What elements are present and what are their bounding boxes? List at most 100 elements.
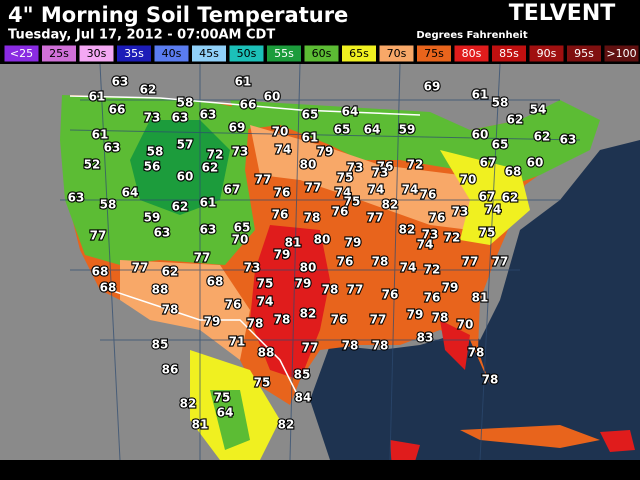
station-temperature: 78 [482,373,499,387]
map [0,63,640,478]
station-temperature: 79 [204,315,221,329]
station-temperature: 78 [304,211,321,225]
station-temperature: 84 [295,391,312,405]
station-temperature: 74 [275,143,292,157]
station-temperature: 68 [505,165,522,179]
station-temperature: 71 [229,335,246,349]
station-temperature: 58 [492,96,509,110]
station-temperature: 59 [399,123,416,137]
legend-swatch [3,44,40,63]
station-temperature: 61 [472,88,489,102]
station-temperature: 74 [417,238,434,252]
station-temperature: 76 [382,288,399,302]
station-temperature: 68 [100,281,117,295]
station-temperature: 62 [162,265,179,279]
zone-80s-southeast [440,320,470,370]
legend-swatch [116,44,152,63]
station-temperature: 81 [285,236,302,250]
station-temperature: 81 [472,291,489,305]
station-temperature: 72 [207,148,224,162]
station-temperature: 77 [255,173,272,187]
legend-label: 75s [424,47,444,60]
station-temperature: 61 [302,131,319,145]
station-temperature: 85 [152,338,169,352]
station-temperature: 66 [240,98,257,112]
station-temperature: 79 [295,277,312,291]
legend: <25 25s 30s 35s 40s 45s 50s 55s 60s 65s 70s 75s 80s 8… [3,44,640,63]
station-temperature: 64 [364,123,381,137]
legend-label: 40s [162,47,182,60]
station-temperature: 74 [335,186,352,200]
station-temperature: 74 [257,295,274,309]
station-temperature: 63 [172,111,189,125]
zone-70s-southwest [120,260,250,360]
station-temperature: 75 [479,226,496,240]
station-temperature: 62 [140,83,157,97]
cuba [460,425,600,448]
station-temperature: 54 [530,103,547,117]
station-temperature: 78 [468,346,485,360]
legend-swatch [416,44,452,63]
legend-label: 45s [199,47,219,60]
station-temperature: 63 [154,226,171,240]
station-temperature: 65 [234,221,251,235]
station-temperature: 70 [272,125,289,139]
station-temperature: 73 [232,145,249,159]
station-temperature: 82 [399,223,416,237]
legend-label: 55s [274,47,294,60]
legend-swatch [153,44,190,63]
station-temperature: 62 [534,130,551,144]
legend-label: 60s [312,47,332,60]
zone-80s-plains [250,225,330,380]
legend-swatch [603,44,640,63]
legend-label: 80s [462,47,482,60]
station-temperature: 82 [180,397,197,411]
station-temperature: 74 [368,183,385,197]
legend-label: 85s [499,47,519,60]
station-temperature: 77 [90,229,107,243]
station-temperature: 74 [485,203,502,217]
station-temperature: 69 [424,80,441,94]
station-temperature: 75 [254,376,271,390]
legend-swatch [566,44,602,63]
station-temperature: 67 [224,183,241,197]
station-temperature: 77 [347,283,364,297]
station-temperature: 62 [172,200,189,214]
station-temperature: 76 [424,291,441,305]
station-temperature: 65 [492,138,509,152]
station-temperature: 61 [235,75,252,89]
station-temperature: 78 [247,317,264,331]
station-temperature: 73 [347,161,364,175]
station-temperature: 63 [104,141,121,155]
station-temperature: 63 [112,75,129,89]
station-temperature: 80 [314,233,331,247]
station-temperature: 75 [214,391,231,405]
station-temperature: 57 [177,138,194,152]
station-temperature: 68 [92,265,109,279]
station-temperature: 79 [442,281,459,295]
station-temperature: 72 [444,231,461,245]
station-temperature: 82 [300,307,317,321]
station-temperature: 73 [244,261,261,275]
station-temperature: 85 [294,368,311,382]
station-temperature: 76 [377,160,394,174]
station-temperature: 60 [177,170,194,184]
zone-70s-north [250,125,500,230]
station-temperature: 78 [274,313,291,327]
bottom-bar [0,460,640,480]
legend-label: 25s [49,47,69,60]
station-temperature: 74 [402,183,419,197]
station-temperature: 70 [232,233,249,247]
station-temperature: 70 [457,318,474,332]
zone-55s-west [130,120,230,215]
station-temperature: 64 [122,186,139,200]
legend-label: >100 [606,47,636,60]
station-temperature: 52 [84,158,101,172]
legend-swatch [378,44,415,63]
station-temperature: 76 [429,211,446,225]
station-temperature: 88 [258,346,275,360]
legend-label: 30s [87,47,107,60]
legend-swatch [228,44,265,63]
station-temperature: 68 [207,275,224,289]
